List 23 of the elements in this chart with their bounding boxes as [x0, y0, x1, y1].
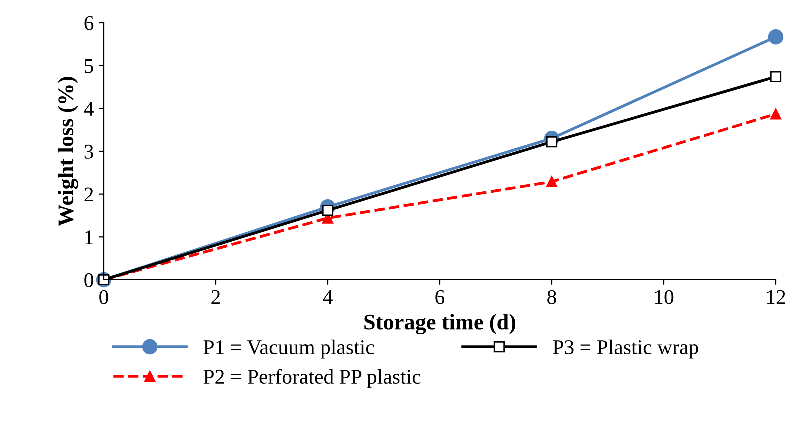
y-axis-title: Weight loss (%) [58, 77, 78, 226]
x-tick-label: 0 [100, 290, 108, 304]
y-tick-label: 6 [84, 16, 94, 30]
x-tick-label: 4 [323, 290, 333, 304]
y-tick-label: 2 [84, 188, 94, 202]
y-tick-label: 4 [84, 102, 94, 116]
point [770, 108, 782, 120]
y-tick-label: 0 [84, 273, 94, 288]
legend-label: P2 = Perforated PP plastic [204, 369, 421, 388]
point [546, 176, 558, 188]
y-tick-label: 3 [84, 144, 94, 159]
y-tick-label: 5 [85, 59, 94, 74]
x-tick-label: 2 [212, 290, 220, 304]
x-tick-label: 6 [436, 290, 445, 304]
y-tick-label: 1 [86, 230, 94, 244]
x-tick-label: 10 [655, 290, 674, 304]
point [768, 29, 784, 45]
x-tick-label: 8 [548, 290, 556, 304]
point [770, 71, 782, 83]
x-axis-title: Storage time (d) [364, 314, 516, 334]
legend-label: P3 = Plastic wrap [553, 340, 698, 359]
x-tick-label: 12 [767, 290, 786, 304]
legend-label: P1 = Vacuum plastic [204, 340, 374, 359]
